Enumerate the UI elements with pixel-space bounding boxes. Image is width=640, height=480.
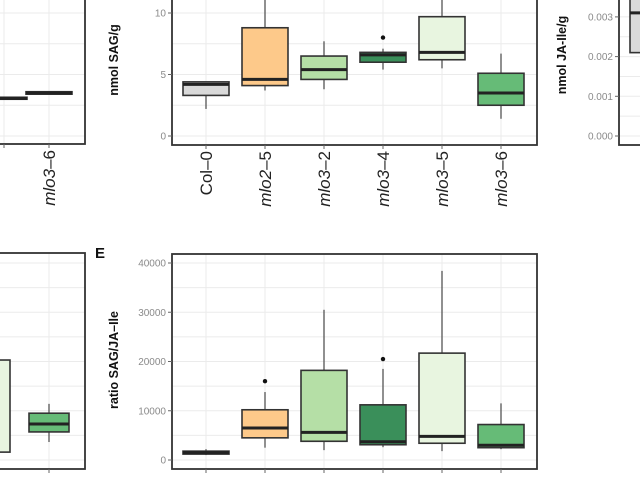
y-tick-label: 0 [160, 132, 166, 143]
panel-top-right-partial: 0.000 0.001 0.002 0.003 nmol JA-Ile/g [555, 0, 640, 146]
box-mlo3-5 [418, 0, 466, 69]
gene-name: mlo3 [315, 169, 334, 206]
panel-top-left-partial: mlo3–6 [0, 0, 86, 206]
x-tick-label: mlo3–2 [315, 151, 334, 207]
plot-area [172, 0, 537, 145]
box-mlo3-4 [359, 35, 407, 70]
gene-name: mlo3 [492, 169, 511, 206]
box-mlo3-4 [359, 356, 407, 448]
allele-number: –5 [256, 151, 275, 170]
box-mlo3-6 [25, 90, 73, 95]
y-axis-title: ratio SAG/JA–Ile [107, 311, 121, 409]
box-mlo3-6 [477, 53, 525, 119]
plot-area [0, 0, 85, 144]
panel-frame [618, 0, 640, 146]
box-body [300, 55, 348, 81]
y-tick-label: 0.000 [588, 132, 613, 143]
gene-name: mlo3 [374, 169, 393, 206]
box-body [300, 369, 348, 443]
box-body [477, 72, 525, 107]
outlier-point [262, 379, 268, 384]
gene-name: mlo2 [256, 169, 275, 206]
y-tick-label: 0 [160, 456, 166, 467]
y-tick-label: 40000 [138, 259, 166, 270]
gene-name: mlo3 [40, 168, 59, 205]
allele-number: –2 [315, 151, 334, 170]
gene-name: mlo3 [433, 169, 452, 206]
panel-bottom-main: 0 10000 20000 30000 40000 ratio SAG/JA–Ile E [95, 245, 538, 473]
y-tick-label: 0.001 [588, 92, 613, 103]
box-Col-0 [182, 449, 230, 456]
y-axis-title: nmol JA-Ile/g [555, 16, 569, 94]
panel-frame [171, 0, 538, 146]
box-body [477, 423, 525, 449]
y-tick-label: 10 [155, 9, 167, 20]
outlier-point [380, 35, 386, 40]
y-tick-label: 0.003 [588, 12, 613, 23]
box-partial [28, 403, 70, 443]
x-tick-label: Col–0 [197, 151, 216, 195]
plot-area [619, 0, 640, 137]
allele-number: –5 [433, 151, 452, 170]
panel-frame [0, 252, 86, 470]
box-body [359, 404, 407, 446]
box-partial [0, 359, 11, 453]
x-tick-label: mlo3–6 [492, 151, 511, 207]
box-mlo2-5 [241, 0, 289, 91]
box-body [418, 352, 466, 445]
allele-number: –4 [374, 151, 393, 170]
y-tick-label: 10000 [138, 406, 166, 417]
plot-area [172, 254, 537, 469]
box-body [629, 0, 640, 54]
box-mlo3-5 [418, 270, 466, 452]
box-Col-0 [182, 81, 230, 109]
panel-label: E [95, 245, 105, 262]
x-tick-label: mlo3–5 [433, 151, 452, 207]
box-body [241, 26, 289, 87]
box-partial [0, 96, 28, 101]
box-mlo3-2 [300, 309, 348, 451]
box-body [241, 408, 289, 439]
box-mlo3-2 [300, 41, 348, 90]
y-tick-label: 5 [160, 70, 166, 81]
panel-bottom-left-partial [0, 252, 86, 473]
outlier-point [380, 356, 386, 362]
allele-number: –6 [40, 150, 59, 169]
x-tick-label: mlo3–6 [40, 150, 59, 206]
x-tick-label: mlo2–5 [256, 151, 275, 207]
y-tick-label: 30000 [138, 308, 166, 319]
box-body [359, 51, 407, 64]
y-tick-label: 0.002 [588, 52, 613, 63]
plot-area [0, 253, 85, 469]
allele-number: –6 [492, 151, 511, 170]
box-mlo3-6 [477, 403, 525, 450]
y-axis-title: nmol SAG/g [107, 24, 121, 96]
box-partial [629, 0, 640, 54]
box-mlo2-5 [241, 379, 289, 448]
panel-frame [0, 0, 86, 145]
x-tick-label: mlo3–4 [374, 151, 393, 207]
box-body [0, 359, 11, 453]
y-tick-label: 20000 [138, 357, 166, 368]
